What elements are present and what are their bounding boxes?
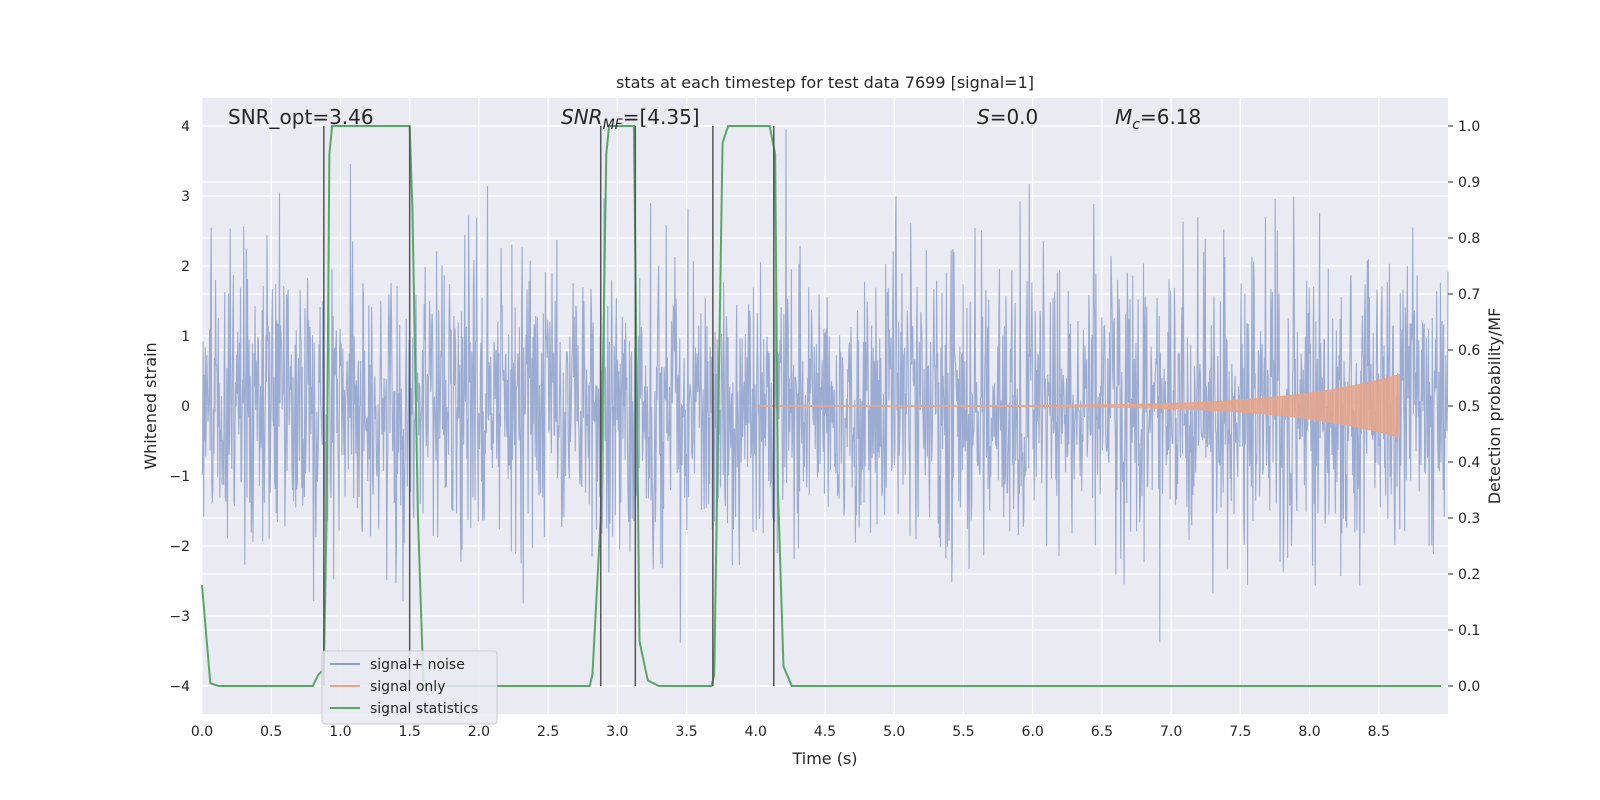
y-left-tick-label: 0 xyxy=(181,399,190,415)
signal-series xyxy=(755,373,1401,439)
y-left-tick-label: −4 xyxy=(169,679,190,695)
y-left-ticks: −4 −3 −2 −1 0 1 2 3 4 xyxy=(169,119,190,695)
legend-label-noise: signal+ noise xyxy=(370,657,465,673)
y-right-tick-label: 0.4 xyxy=(1458,455,1480,471)
x-tick-label: 3.5 xyxy=(675,724,697,740)
series-line-signal-statistics xyxy=(201,125,1442,687)
y-right-tick-label: 0.7 xyxy=(1458,287,1480,303)
x-tick-label: 1.5 xyxy=(399,724,421,740)
x-tick-label: 8.5 xyxy=(1368,724,1390,740)
y-right-tick-label: 0.5 xyxy=(1458,399,1480,415)
stats-series xyxy=(201,125,1442,687)
y-left-tick-label: 3 xyxy=(181,189,190,205)
y-right-tick-label: 0.3 xyxy=(1458,511,1480,527)
legend-label-signal: signal only xyxy=(370,679,445,695)
y-left-tick-label: 1 xyxy=(181,329,190,345)
x-tick-label: 0.0 xyxy=(191,724,213,740)
y-axis-label-right: Detection probability/MF xyxy=(1485,308,1504,505)
snr-mf-sub: MF xyxy=(603,117,624,133)
chart-title: stats at each timestep for test data 769… xyxy=(616,73,1034,92)
x-tick-label: 3.0 xyxy=(606,724,628,740)
y-right-tick-label: 0.1 xyxy=(1458,623,1480,639)
y-right-tick-label: 0.9 xyxy=(1458,175,1480,191)
x-tick-label: 1.0 xyxy=(329,724,351,740)
y-left-tick-label: 4 xyxy=(181,119,190,135)
annotation-snr-mf: SNRMF=[4.35] xyxy=(561,105,700,133)
annotation-s: S=0.0 xyxy=(977,105,1038,129)
x-tick-label: 2.5 xyxy=(537,724,559,740)
vertical-lines xyxy=(323,126,775,686)
x-tick-label: 8.0 xyxy=(1298,724,1320,740)
y-right-tick-label: 0.2 xyxy=(1458,567,1480,583)
legend-label-stats: signal statistics xyxy=(370,701,478,717)
y-left-tick-label: −1 xyxy=(169,469,190,485)
x-tick-label: 0.5 xyxy=(260,724,282,740)
x-axis-label: Time (s) xyxy=(791,749,857,768)
snr-mf-base: SNR xyxy=(561,105,603,129)
s-base: S xyxy=(977,105,990,129)
mc-base: M xyxy=(1115,105,1132,129)
x-tick-label: 2.0 xyxy=(468,724,490,740)
x-tick-label: 4.0 xyxy=(745,724,767,740)
y-right-tick-label: 0.0 xyxy=(1458,679,1480,695)
x-tick-label: 5.5 xyxy=(952,724,974,740)
y-axis-label-left: Whitened strain xyxy=(141,342,160,469)
mc-rest: =6.18 xyxy=(1140,105,1201,129)
y-left-tick-label: 2 xyxy=(181,259,190,275)
x-tick-label: 6.5 xyxy=(1091,724,1113,740)
y-left-tick-label: −3 xyxy=(169,609,190,625)
y-right-tick-label: 1.0 xyxy=(1458,119,1480,135)
x-ticks: 0.0 0.5 1.0 1.5 2.0 2.5 3.0 3.5 4.0 4.5 5.0 5.5 6.0 6… xyxy=(191,724,1390,740)
legend: signal+ noise signal only signal statist… xyxy=(321,650,498,725)
s-rest: =0.0 xyxy=(990,105,1039,129)
snr-mf-rest: =[4.35] xyxy=(623,105,700,129)
annotation-snr-opt: SNR_opt=3.46 xyxy=(228,105,374,129)
x-tick-label: 7.0 xyxy=(1160,724,1182,740)
y-left-tick-label: −2 xyxy=(169,539,190,555)
mc-sub: c xyxy=(1132,117,1140,133)
x-tick-label: 6.0 xyxy=(1022,724,1044,740)
x-tick-label: 7.5 xyxy=(1229,724,1251,740)
y-right-tick-label: 0.6 xyxy=(1458,343,1480,359)
x-tick-label: 5.0 xyxy=(883,724,905,740)
annotation-mc: Mc=6.18 xyxy=(1115,105,1201,133)
y-right-tick-label: 0.8 xyxy=(1458,231,1480,247)
legend-box xyxy=(321,650,498,725)
x-tick-label: 4.5 xyxy=(814,724,836,740)
y-right-ticks: 0.0 0.1 0.2 0.3 0.4 0.5 0.6 0.7 0.8 0.9 1.0 xyxy=(1448,119,1480,695)
series-area-signal-only xyxy=(755,373,1401,439)
